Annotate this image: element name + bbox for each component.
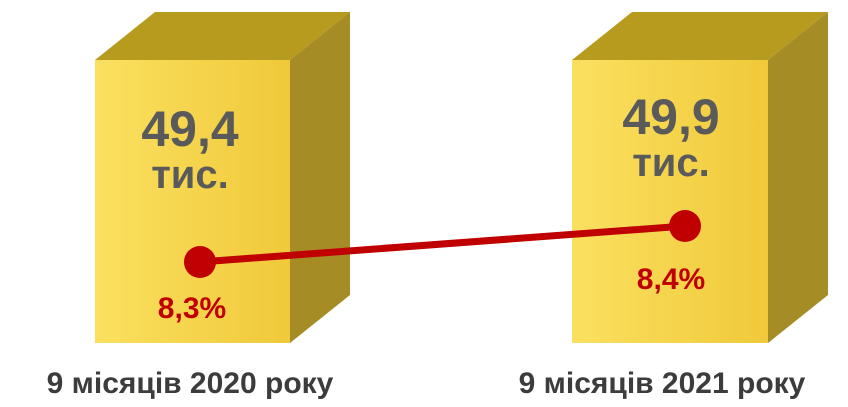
percent-series — [184, 210, 701, 278]
box-2021-side — [768, 12, 828, 343]
percent-label-2021: 8,4% — [637, 263, 705, 296]
box-2021-top — [572, 12, 828, 60]
value-label-2021: 49,9 — [622, 89, 719, 145]
box-2020 — [95, 12, 350, 343]
percent-line — [196, 222, 689, 266]
category-label-2021: 9 місяців 2021 року — [519, 367, 806, 400]
box-2020-front — [95, 60, 290, 343]
box-2020-top — [95, 12, 350, 60]
unit-label-2021: тис. — [632, 141, 710, 185]
percent-point-2021 — [669, 210, 701, 242]
percent-point-2020 — [184, 246, 216, 278]
value-label-2020: 49,4 — [141, 101, 239, 157]
category-label-2020: 9 місяців 2020 року — [47, 367, 334, 400]
box-2021-front — [572, 60, 768, 343]
percent-label-2020: 8,3% — [158, 292, 226, 325]
box-2020-side — [290, 12, 350, 343]
unit-label-2020: тис. — [151, 153, 229, 197]
box-2021 — [572, 12, 828, 343]
